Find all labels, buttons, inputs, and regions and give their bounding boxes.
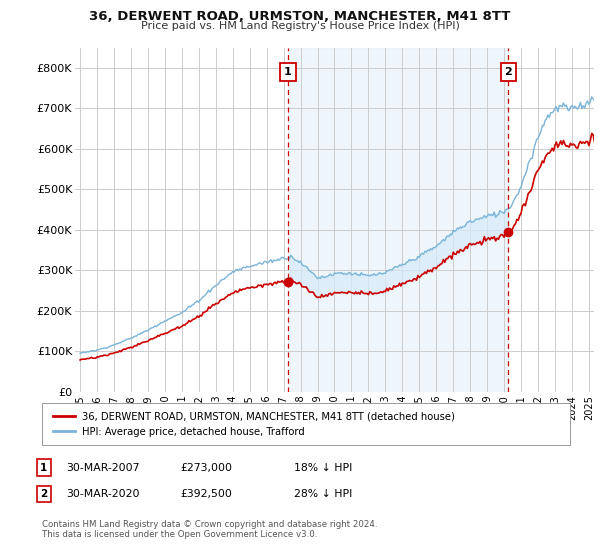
Text: 1: 1: [284, 67, 292, 77]
Legend: 36, DERWENT ROAD, URMSTON, MANCHESTER, M41 8TT (detached house), HPI: Average pr: 36, DERWENT ROAD, URMSTON, MANCHESTER, M…: [47, 405, 461, 443]
Text: 18% ↓ HPI: 18% ↓ HPI: [294, 463, 352, 473]
Bar: [288, 48, 508, 392]
Text: 2: 2: [40, 489, 47, 499]
Text: 1: 1: [40, 463, 47, 473]
Text: 30-MAR-2007: 30-MAR-2007: [66, 463, 139, 473]
Text: 36, DERWENT ROAD, URMSTON, MANCHESTER, M41 8TT: 36, DERWENT ROAD, URMSTON, MANCHESTER, M…: [89, 10, 511, 23]
Text: £273,000: £273,000: [180, 463, 232, 473]
Text: Contains HM Land Registry data © Crown copyright and database right 2024.
This d: Contains HM Land Registry data © Crown c…: [42, 520, 377, 539]
Text: 2: 2: [505, 67, 512, 77]
Text: Price paid vs. HM Land Registry's House Price Index (HPI): Price paid vs. HM Land Registry's House …: [140, 21, 460, 31]
Text: £392,500: £392,500: [180, 489, 232, 499]
Text: 30-MAR-2020: 30-MAR-2020: [66, 489, 139, 499]
Text: 28% ↓ HPI: 28% ↓ HPI: [294, 489, 352, 499]
